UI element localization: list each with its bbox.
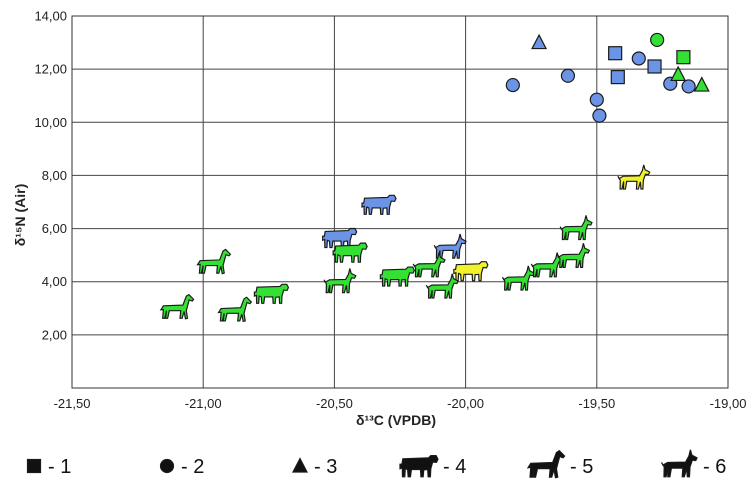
data-point-goat — [323, 268, 357, 294]
y-tick-label: 8,00 — [42, 168, 67, 183]
legend-label: - 1 — [48, 456, 71, 478]
data-point-square — [676, 50, 691, 65]
data-point-circle — [681, 79, 696, 94]
data-point-horse — [217, 296, 253, 323]
legend-symbol-circle — [159, 458, 175, 474]
data-point-goat — [425, 273, 459, 299]
data-point-goat — [617, 164, 651, 190]
data-point-square — [608, 46, 623, 61]
plot-area-frame — [71, 15, 729, 389]
legend-label: - 4 — [443, 456, 466, 478]
x-tick-label: -21,50 — [54, 396, 91, 411]
data-point-circle — [650, 32, 665, 48]
data-point-cow — [379, 266, 416, 287]
data-point-circle — [505, 77, 520, 93]
x-tick-label: -19,00 — [710, 396, 747, 411]
y-axis-title: δ¹⁵N (Air) — [12, 184, 28, 247]
legend-symbol-cow — [399, 454, 439, 478]
data-point-square — [610, 70, 625, 85]
data-point-goat — [559, 215, 593, 241]
y-tick-label: 4,00 — [42, 274, 67, 289]
data-point-cow — [453, 261, 489, 282]
y-tick-label: 2,00 — [42, 327, 67, 342]
x-tick-label: -20,00 — [447, 396, 484, 411]
y-tick-label: 6,00 — [42, 221, 67, 236]
data-point-cow — [361, 194, 397, 215]
data-point-goat — [501, 265, 536, 291]
data-point-circle — [589, 92, 604, 107]
data-point-goat — [557, 243, 591, 269]
x-tick-label: -21,00 — [185, 396, 222, 411]
x-tick-label: -19,50 — [578, 396, 615, 411]
legend-symbol-horse — [526, 449, 566, 479]
data-point-cow — [322, 227, 358, 249]
data-point-triangle — [693, 76, 710, 92]
data-points — [159, 32, 710, 323]
data-point-goat — [412, 252, 446, 278]
data-point-horse — [159, 293, 195, 320]
legend-label: - 6 — [703, 456, 726, 478]
legend-label: - 3 — [314, 456, 337, 478]
legend: - 1 - 2 - 3 - 4 - 5 - 6 — [26, 449, 726, 479]
data-point-circle — [560, 68, 576, 83]
legend-symbol-goat — [660, 449, 698, 478]
data-point-cow — [332, 242, 368, 263]
legend-label: - 2 — [181, 456, 204, 478]
grid-lines — [71, 15, 729, 388]
data-point-triangle — [670, 65, 687, 82]
data-point-goat — [530, 252, 564, 278]
legend-symbol-triangle — [292, 457, 308, 473]
data-point-triangle — [531, 33, 548, 50]
data-point-horse — [196, 248, 232, 275]
x-axis-title: δ¹³C (VPDB) — [356, 412, 436, 428]
data-point-circle — [631, 51, 646, 66]
y-tick-label: 10,00 — [34, 115, 67, 130]
data-point-cow — [253, 283, 290, 304]
y-tick-label: 12,00 — [34, 62, 67, 77]
legend-label: - 5 — [570, 456, 593, 478]
data-point-square — [647, 59, 662, 74]
y-axis-ticks: 2,00 4,00 6,00 8,00 10,00 12,00 14,00 — [34, 9, 67, 343]
data-point-circle — [592, 108, 607, 123]
x-axis-ticks: -21,50 -21,00 -20,50 -20,00 -19,50 -19,00 — [54, 396, 747, 411]
y-tick-label: 14,00 — [34, 9, 67, 24]
x-tick-label: -20,50 — [316, 396, 353, 411]
legend-symbol-square — [26, 458, 42, 474]
